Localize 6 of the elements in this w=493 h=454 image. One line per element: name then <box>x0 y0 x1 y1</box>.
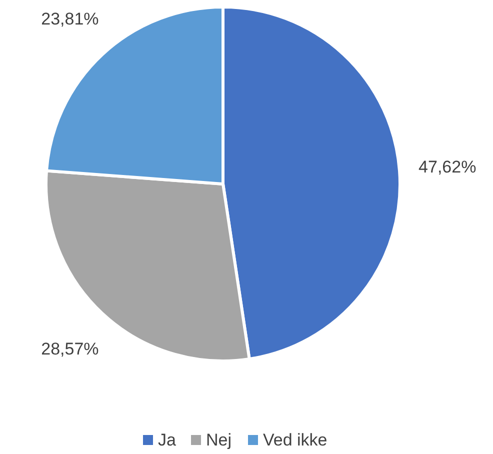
data-label: 28,57% <box>41 339 99 358</box>
data-label: 23,81% <box>41 10 99 29</box>
data-label: 47,62% <box>418 158 476 177</box>
legend-label: Ja <box>158 430 176 450</box>
legend-label: Ved ikke <box>263 430 328 450</box>
legend-label: Nej <box>206 430 232 450</box>
